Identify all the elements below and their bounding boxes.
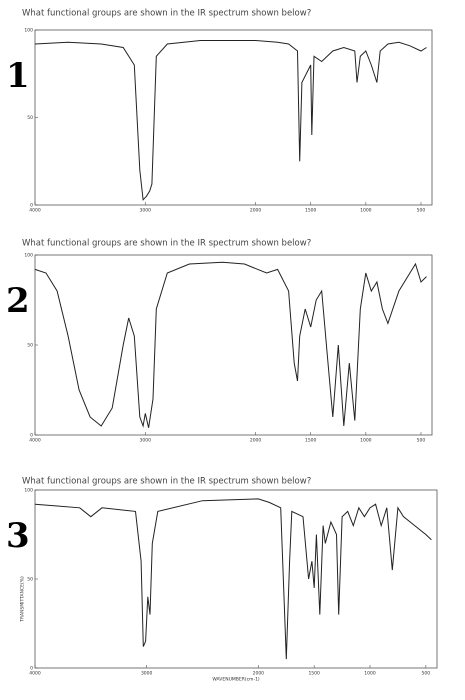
- x-tick-label: 3000: [141, 671, 153, 677]
- x-tick-label: 500: [417, 438, 426, 444]
- y-tick-label: 0: [30, 203, 33, 209]
- y-tick-label: 50: [27, 343, 33, 349]
- x-tick-label: 3000: [140, 438, 152, 444]
- x-tick-label: 1000: [360, 438, 372, 444]
- y-tick-label: 50: [27, 577, 33, 583]
- x-tick-label: 500: [422, 671, 431, 677]
- x-tick-label: 4000: [29, 438, 41, 444]
- y-axis-label: TRANSMITTANCE(%): [20, 576, 26, 623]
- x-axis-label: WAVENUMBER(cm-1): [212, 677, 260, 683]
- question: What functional groups are shown in the …: [22, 239, 311, 249]
- x-tick-label: 500: [417, 208, 426, 214]
- spectrum-line: [34, 261, 427, 428]
- x-tick-label: 2000: [250, 438, 262, 444]
- question: What functional groups are shown in the …: [22, 477, 311, 487]
- x-tick-label: 4000: [29, 208, 41, 214]
- x-tick-label: 3000: [140, 208, 152, 214]
- x-tick-label: 1500: [305, 438, 317, 444]
- plot-frame: [34, 489, 438, 669]
- x-tick-label: 4000: [29, 671, 41, 677]
- spectrum-line: [34, 40, 427, 201]
- x-tick-label: 2000: [250, 208, 262, 214]
- y-tick-label: 0: [30, 433, 33, 439]
- y-tick-label: 100: [24, 488, 33, 494]
- handwritten-number: 1: [6, 56, 30, 96]
- y-tick-label: 100: [24, 28, 33, 34]
- question: What functional groups are shown in the …: [22, 9, 311, 19]
- plot-frame: [34, 29, 433, 206]
- plot-frame: [34, 254, 433, 436]
- x-tick-label: 1500: [305, 208, 317, 214]
- x-tick-label: 2000: [253, 671, 265, 677]
- y-tick-label: 100: [24, 253, 33, 259]
- y-tick-label: 50: [27, 115, 33, 121]
- spectrum-line: [34, 498, 432, 660]
- y-tick-label: 0: [30, 666, 33, 672]
- handwritten-number: 2: [6, 281, 30, 321]
- x-tick-label: 1500: [308, 671, 320, 677]
- x-tick-label: 1000: [360, 208, 372, 214]
- x-tick-label: 1000: [364, 671, 376, 677]
- handwritten-number: 3: [6, 516, 30, 556]
